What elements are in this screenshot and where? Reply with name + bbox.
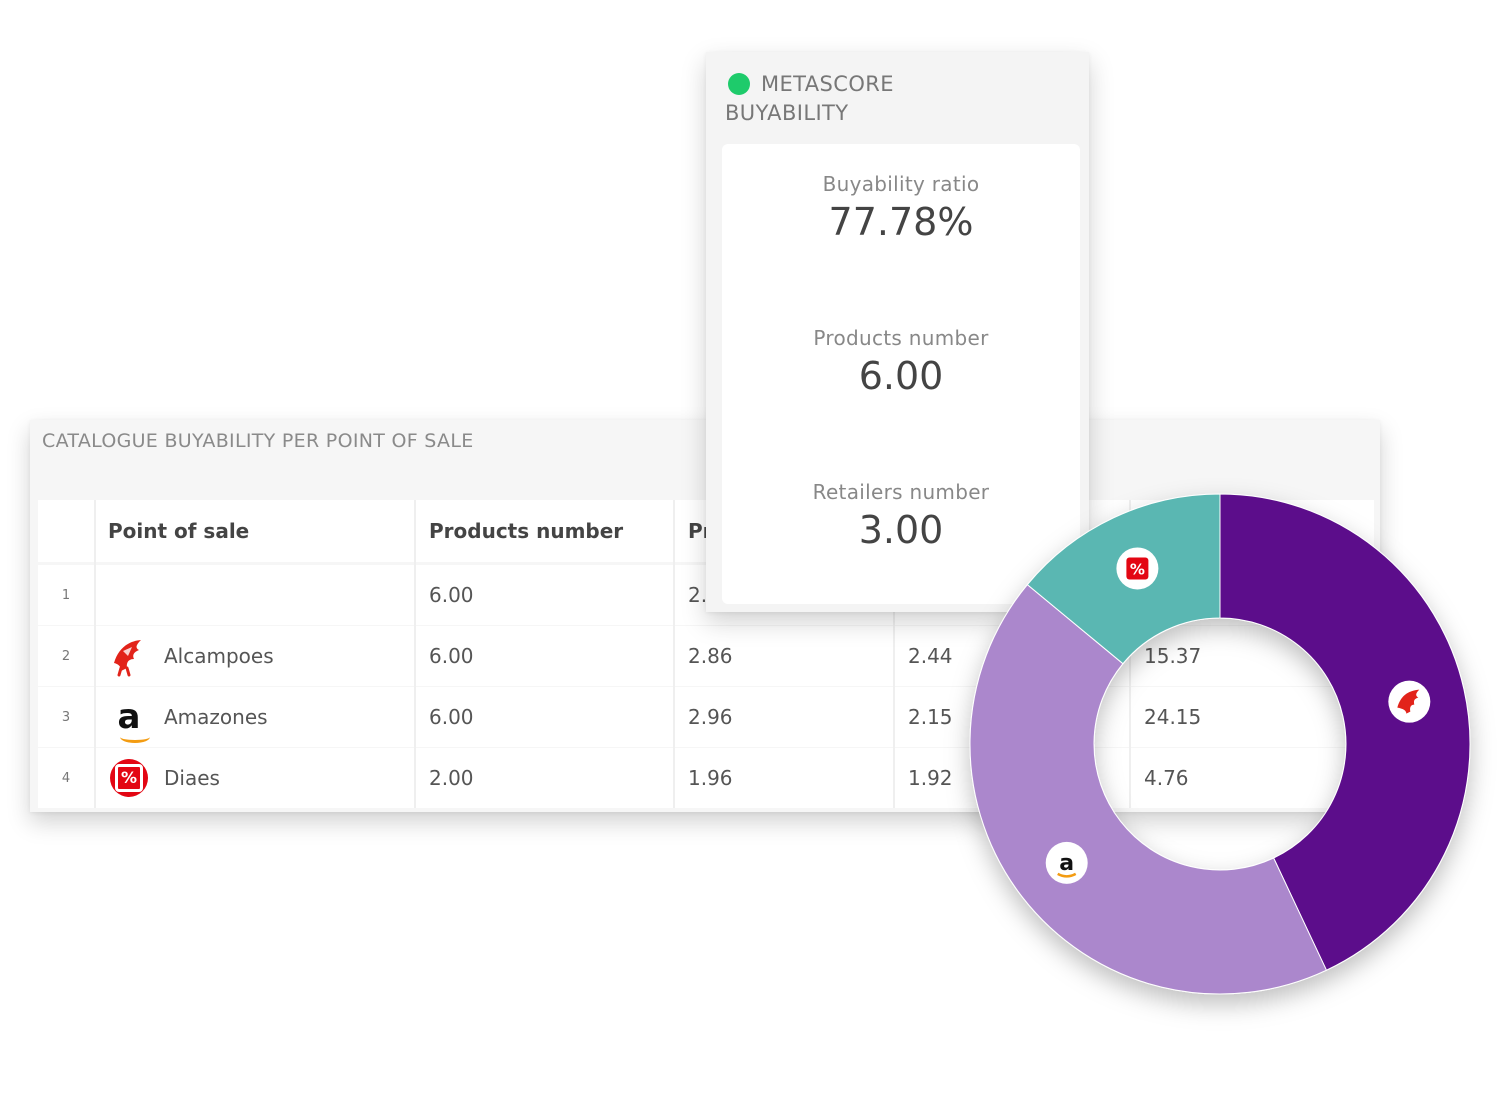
metric-retailers-number: Retailers number 3.00 bbox=[722, 480, 1080, 552]
metascore-title: METASCORE BUYABILITY bbox=[725, 72, 894, 125]
table-title: CATALOGUE BUYABILITY PER POINT OF SALE bbox=[42, 430, 474, 452]
point-of-sale-cell: a Amazones bbox=[96, 687, 414, 747]
products-number-cell: 6.00 bbox=[429, 705, 474, 729]
point-of-sale-name: Diaes bbox=[164, 766, 220, 790]
donut-svg: a% bbox=[969, 493, 1471, 995]
point-of-sale-cell: % Diaes bbox=[96, 748, 414, 808]
column-divider bbox=[673, 500, 675, 808]
table-row[interactable]: 3 a Amazones 6.00 2.96 2.15 24.15 bbox=[38, 687, 1374, 747]
svg-text:a: a bbox=[1059, 851, 1074, 876]
dia-logo-icon: % bbox=[1116, 547, 1159, 590]
header-index bbox=[38, 500, 94, 562]
row-index: 3 bbox=[61, 709, 71, 725]
table-row[interactable]: 4 % Diaes 2.00 1.96 1.92 4.76 bbox=[38, 748, 1374, 808]
products-number-cell: 6.00 bbox=[429, 583, 474, 607]
products-number-cell: 2.00 bbox=[429, 766, 474, 790]
metascore-panel: Buyability ratio 77.78% Products number … bbox=[722, 144, 1080, 604]
column-4-cell: 1.92 bbox=[908, 766, 953, 790]
metric-label: Retailers number bbox=[812, 480, 990, 504]
metric-label: Buyability ratio bbox=[822, 172, 980, 196]
point-of-sale-cell bbox=[96, 565, 414, 625]
row-index: 2 bbox=[61, 648, 71, 664]
amazon-logo-icon: a bbox=[1045, 841, 1088, 884]
column-5-cell: 15.37 bbox=[1144, 644, 1202, 668]
amazon-logo-icon: a bbox=[108, 696, 150, 743]
metric-value: 77.78% bbox=[828, 200, 974, 244]
column-3-cell: 2.96 bbox=[688, 705, 733, 729]
metric-value: 6.00 bbox=[858, 354, 944, 398]
row-index: 4 bbox=[61, 770, 71, 786]
metric-buyability-ratio: Buyability ratio 77.78% bbox=[722, 172, 1080, 244]
point-of-sale-name: Amazones bbox=[164, 705, 268, 729]
header-point-of-sale[interactable]: Point of sale bbox=[108, 519, 250, 543]
column-3-cell: 2.86 bbox=[688, 644, 733, 668]
point-of-sale-name: Alcampoes bbox=[164, 644, 274, 668]
metric-value: 3.00 bbox=[858, 508, 944, 552]
retailer-share-donut-chart: a% bbox=[960, 488, 1480, 1008]
alcampo-bird-logo-icon bbox=[1388, 680, 1431, 723]
header-products-number[interactable]: Products number bbox=[429, 519, 624, 543]
column-5-cell: 24.15 bbox=[1144, 705, 1202, 729]
column-5-cell: 4.76 bbox=[1144, 766, 1189, 790]
row-index: 1 bbox=[61, 587, 71, 603]
svg-text:%: % bbox=[1130, 560, 1145, 578]
column-divider bbox=[893, 500, 895, 808]
status-dot-icon bbox=[728, 73, 750, 95]
donut-slice-amazon-logo[interactable] bbox=[969, 583, 1328, 995]
column-4-cell: 2.15 bbox=[908, 705, 953, 729]
column-3-cell: 2. bbox=[688, 583, 708, 607]
dia-logo-icon: % bbox=[108, 757, 150, 799]
metric-products-number: Products number 6.00 bbox=[722, 326, 1080, 398]
metascore-card: METASCORE BUYABILITY Buyability ratio 77… bbox=[706, 52, 1089, 612]
products-number-cell: 6.00 bbox=[429, 644, 474, 668]
column-divider bbox=[414, 500, 416, 808]
column-4-cell: 2.44 bbox=[908, 644, 953, 668]
column-3-cell: 1.96 bbox=[688, 766, 733, 790]
column-divider bbox=[94, 500, 96, 808]
metric-label: Products number bbox=[813, 326, 989, 350]
point-of-sale-cell: Alcampoes bbox=[96, 626, 414, 686]
donut-slice-alcampo-bird-logo[interactable] bbox=[1219, 493, 1471, 971]
alcampo-bird-logo-icon bbox=[108, 635, 150, 677]
